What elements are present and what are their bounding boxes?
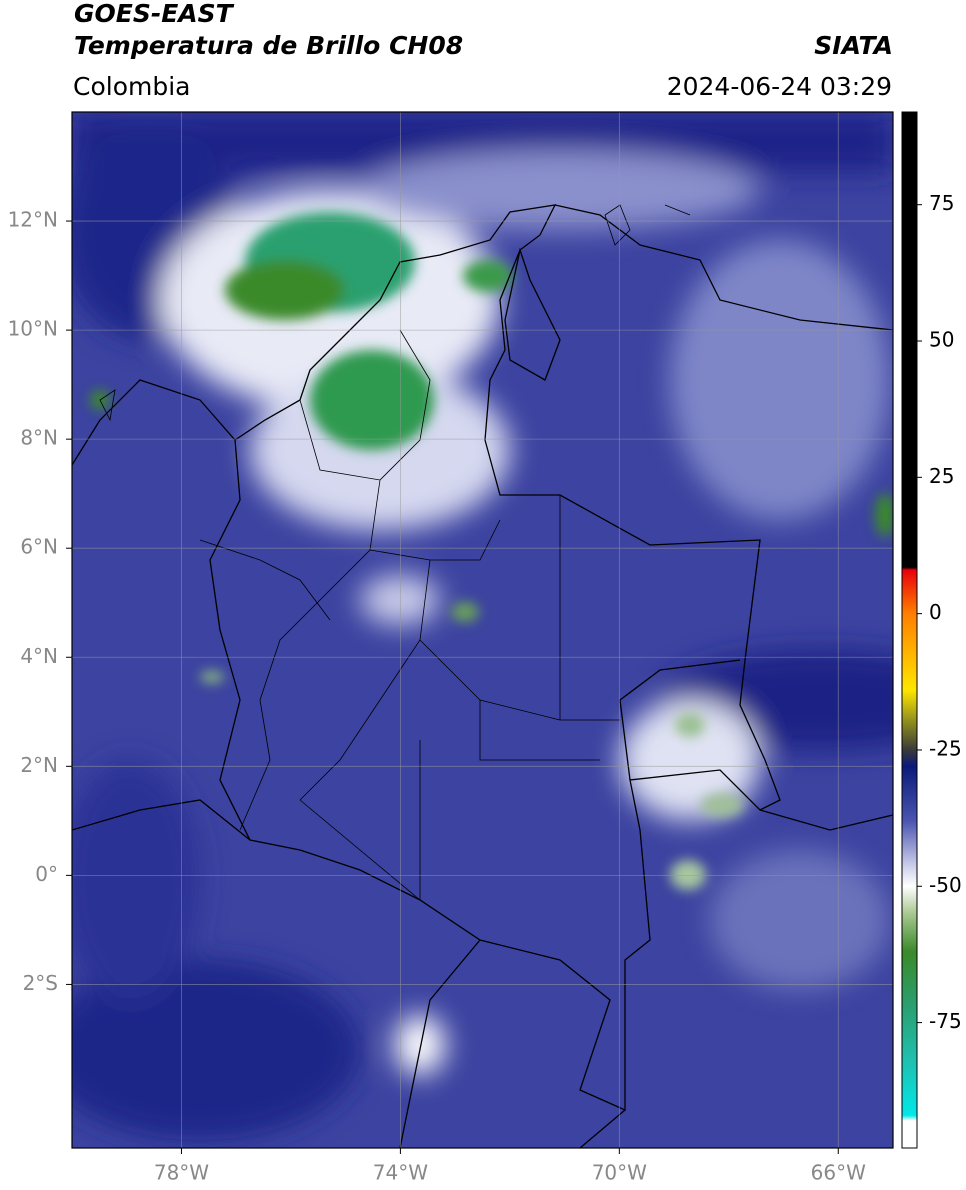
colorbar-tick-label: 50 [929,328,954,352]
colorbar-tick-label: -75 [929,1009,962,1033]
map-imagery [72,112,893,1148]
colorbar-tick-label: -25 [929,736,962,760]
x-tick-label: 74°W [373,1161,428,1185]
colorbar-tick-label: 0 [929,600,942,624]
y-tick-label: 12°N [8,208,58,232]
y-tick-label: 8°N [20,426,58,450]
colorbar-tick-label: -50 [929,873,962,897]
colorbar-scale [901,111,918,1149]
y-tick-label: 10°N [8,317,58,341]
y-tick-label: 2°N [20,753,58,777]
x-tick-label: 70°W [592,1161,647,1185]
x-tick-label: 66°W [811,1161,866,1185]
y-tick-label: 4°N [20,644,58,668]
y-tick-label: 2°S [23,971,58,995]
colorbar: 75 50 25 0 -25 -50 -75 [901,111,962,1149]
y-tick-label: 6°N [20,535,58,559]
map-frame [71,111,894,1149]
satellite-title: GOES-EAST [74,0,235,28]
colorbar-tick-label: 75 [929,191,954,215]
y-tick-label: 0° [35,862,58,886]
product-title: Temperatura de Brillo CH08 [74,31,463,60]
source-label: SIATA [814,31,893,60]
x-tick-label: 78°W [154,1161,209,1185]
colorbar-tick-label: 25 [929,464,954,488]
datetime-label: 2024-06-24 03:29 [667,72,892,101]
region-label: Colombia [73,72,190,101]
